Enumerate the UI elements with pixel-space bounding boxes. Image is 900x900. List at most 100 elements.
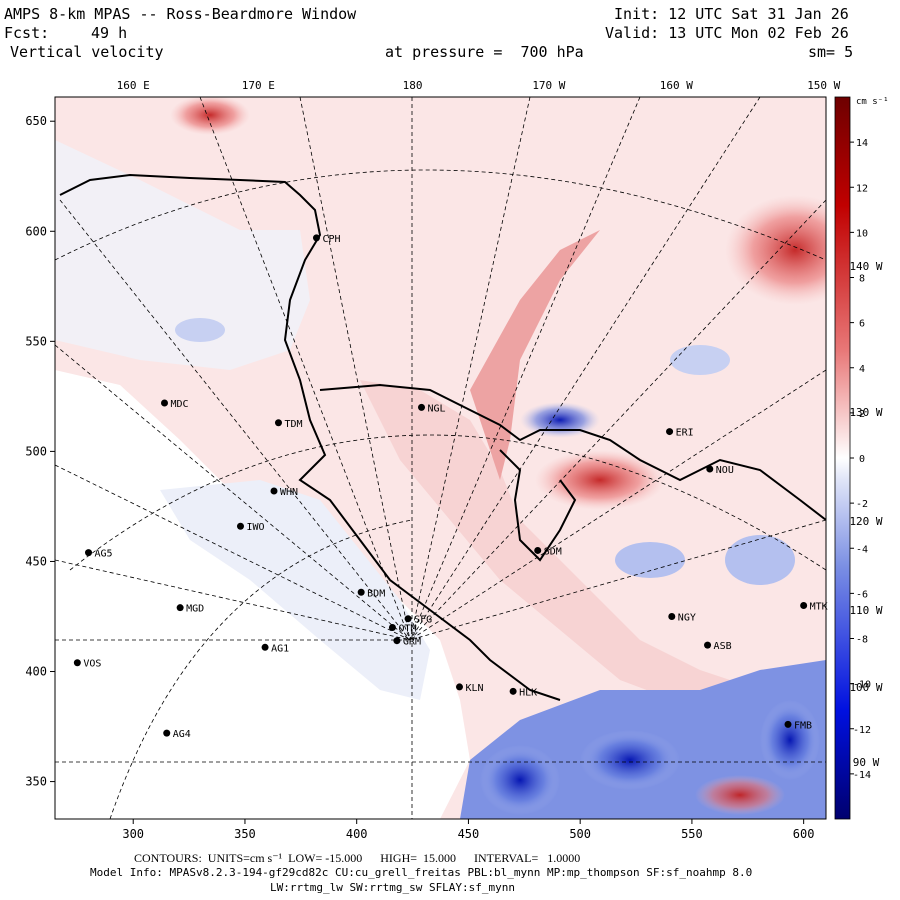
- station-sdm-label: SDM: [544, 546, 562, 557]
- smoothing-factor: sm= 5: [808, 43, 854, 61]
- y-tick-label: 600: [25, 224, 47, 238]
- station-vos-marker: [73, 659, 81, 667]
- side-longitude-label: 100 W: [849, 681, 882, 694]
- colorbar-label: 6: [859, 319, 865, 330]
- station-nou-marker: [706, 465, 714, 473]
- forecast-label: Fcst:: [4, 24, 50, 42]
- model-info: Model Info: MPASv8.2.3-194-gf29cd82c CU:…: [90, 866, 753, 879]
- station-hlk-marker: [509, 687, 517, 695]
- coastline: [59, 173, 826, 701]
- colorbar-label: 2: [859, 409, 865, 420]
- colorbar-label: 4: [859, 364, 865, 375]
- y-tick-label: 400: [25, 665, 47, 679]
- x-axis: 300 350 400 450 500 550 600: [122, 819, 814, 841]
- station-asb-marker: [704, 641, 712, 649]
- init-time: Init: 12 UTC Sat 31 Jan 26: [614, 5, 849, 23]
- station-nou-label: NOU: [716, 465, 734, 476]
- station-iwo-label: IWO: [246, 522, 264, 533]
- ross-sea-positive: [535, 450, 665, 510]
- top-positive: [170, 97, 250, 135]
- ice-sheet-tint: [160, 480, 430, 700]
- colorbar-label: -12: [853, 725, 871, 736]
- field-name: Vertical velocity: [10, 43, 164, 61]
- station-ngl-label: NGL: [428, 403, 446, 414]
- negative-core-2: [580, 730, 680, 790]
- station-mtk-marker: [800, 601, 808, 609]
- longitude-label: 170 W: [532, 79, 565, 92]
- station-iwo-marker: [236, 522, 244, 530]
- colorbar-label: -4: [856, 544, 868, 555]
- station-mgd-label: MGD: [186, 604, 204, 615]
- station-ag4-label: AG4: [173, 729, 191, 740]
- longitude-labels: 160 E 170 E 180 170 W 160 W 150 W: [117, 79, 841, 92]
- side-longitude-labels: 140 W 130 W 120 W 110 W 100 W 90 W: [849, 260, 882, 769]
- station-eri-marker: [666, 428, 674, 436]
- x-tick-label: 300: [122, 827, 144, 841]
- station-fmb-marker: [784, 720, 792, 728]
- colorbar-ticks: 14 12 10 8 6 4 2 0 -2 -4 -6 -8 -10 -12 -14: [850, 138, 871, 781]
- station-cph-marker: [312, 234, 320, 242]
- plot-frame: [54, 96, 827, 820]
- side-longitude-label: 140 W: [849, 260, 882, 273]
- x-tick-label: 600: [793, 827, 815, 841]
- x-tick-label: 550: [681, 827, 703, 841]
- station-ag5-label: AG5: [95, 549, 113, 560]
- y-tick-label: 500: [25, 444, 47, 458]
- side-longitude-label: 120 W: [849, 515, 882, 528]
- map-field: [55, 97, 826, 819]
- colorbar-label: -8: [856, 635, 868, 646]
- ice-sheet-tint-2: [55, 140, 310, 370]
- station-markers: CPH MDC NGL TDM ERI NOU WHN IWO SDM AG5 BDM MGD MTK S…: [73, 234, 828, 740]
- longitude-label: 160 W: [660, 79, 693, 92]
- y-tick-label: 450: [25, 554, 47, 568]
- station-bdm-label: BDM: [367, 588, 385, 599]
- station-vos-label: VOS: [83, 659, 101, 670]
- negative-core-1: [480, 745, 560, 815]
- station-grm-label: GRM: [403, 637, 421, 648]
- polar-plateau: [55, 370, 470, 819]
- blue-cell-a: [175, 318, 225, 342]
- x-tick-label: 400: [346, 827, 368, 841]
- station-ngy-label: NGY: [678, 612, 696, 623]
- colorbar: [834, 96, 851, 820]
- station-mdc-label: MDC: [171, 399, 189, 410]
- colorbar-label: -14: [853, 770, 871, 781]
- blue-cell-b: [670, 345, 730, 375]
- topright-positive: [725, 195, 826, 305]
- station-tdm-label: TDM: [284, 419, 302, 430]
- colorbar-unit: cm s⁻¹: [856, 97, 889, 107]
- negative-core-3: [760, 700, 820, 780]
- station-hlk-label: HLK: [519, 687, 537, 698]
- positive-band: [470, 230, 600, 480]
- colorbar-label: 10: [856, 228, 868, 239]
- y-axis: 350 400 450 500 550 600 650: [25, 114, 55, 789]
- station-mgd-marker: [176, 604, 184, 612]
- colorbar-label: 14: [856, 138, 868, 149]
- station-ag1-marker: [261, 643, 269, 651]
- plot-title: AMPS 8-km MPAS -- Ross-Beardmore Window: [4, 5, 357, 23]
- longitude-label: 170 E: [242, 79, 275, 92]
- positive-core-south: [695, 775, 785, 815]
- station-mdc-marker: [161, 399, 169, 407]
- station-tdm-marker: [274, 419, 282, 427]
- model-info-2: LW:rrtmg_lw SW:rrtmg_sw SFLAY:sf_mynn: [270, 881, 516, 894]
- station-cph-label: CPH: [322, 234, 340, 245]
- side-longitude-label: 90 W: [853, 756, 880, 769]
- valid-time: Valid: 13 UTC Mon 02 Feb 26: [605, 24, 849, 42]
- station-kln-label: KLN: [465, 683, 483, 694]
- side-longitude-label: 130 W: [849, 406, 882, 419]
- station-sfg-label: SFG: [414, 615, 432, 626]
- longitude-label: 160 E: [117, 79, 150, 92]
- longitude-label: 180: [403, 79, 423, 92]
- y-tick-label: 350: [25, 775, 47, 789]
- station-grm-marker: [393, 637, 401, 645]
- station-otm-label: OTM: [398, 623, 416, 634]
- colorbar-label: -10: [853, 680, 871, 691]
- colorbar-label: -2: [856, 499, 868, 510]
- station-ag1-label: AG1: [271, 643, 289, 654]
- forecast-hours: 49 h: [91, 24, 128, 42]
- y-tick-label: 550: [25, 334, 47, 348]
- station-ngy-marker: [668, 612, 676, 620]
- station-ngl-marker: [418, 403, 426, 411]
